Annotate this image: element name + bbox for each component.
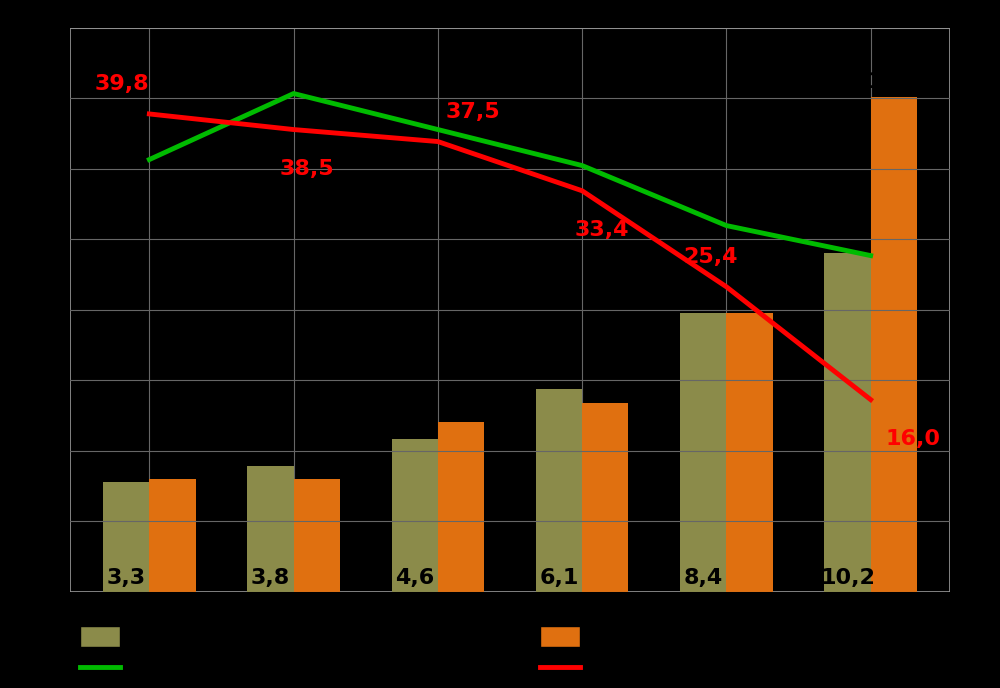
Text: 37,5: 37,5 bbox=[445, 102, 500, 122]
Text: 8,4: 8,4 bbox=[730, 288, 769, 308]
Bar bbox=[680, 313, 726, 592]
Text: 25,4: 25,4 bbox=[683, 247, 738, 267]
Bar bbox=[582, 402, 628, 592]
Bar bbox=[536, 389, 582, 592]
Text: 3,8: 3,8 bbox=[251, 568, 290, 588]
Bar bbox=[103, 482, 149, 592]
Bar bbox=[149, 479, 196, 592]
Text: 10,2: 10,2 bbox=[820, 568, 875, 588]
Text: 3,3: 3,3 bbox=[107, 568, 146, 588]
Bar bbox=[294, 479, 340, 592]
Text: 39,8: 39,8 bbox=[95, 74, 149, 94]
Text: 3,4: 3,4 bbox=[297, 454, 336, 474]
Bar bbox=[726, 313, 773, 592]
Bar bbox=[824, 253, 871, 592]
Text: 14,9: 14,9 bbox=[866, 72, 921, 92]
Text: 33,4: 33,4 bbox=[575, 220, 629, 240]
Text: 16,0: 16,0 bbox=[885, 429, 940, 449]
Text: 3,4: 3,4 bbox=[153, 454, 192, 474]
Bar bbox=[438, 422, 484, 592]
Text: 6,1: 6,1 bbox=[539, 568, 579, 588]
Text: 4,6: 4,6 bbox=[395, 568, 434, 588]
Text: 8,4: 8,4 bbox=[684, 568, 723, 588]
Bar bbox=[247, 466, 294, 592]
Bar bbox=[392, 439, 438, 592]
Text: 5,7: 5,7 bbox=[586, 378, 625, 398]
Text: 38,5: 38,5 bbox=[279, 159, 334, 179]
Bar bbox=[871, 97, 917, 592]
Text: 5,1: 5,1 bbox=[441, 398, 481, 418]
